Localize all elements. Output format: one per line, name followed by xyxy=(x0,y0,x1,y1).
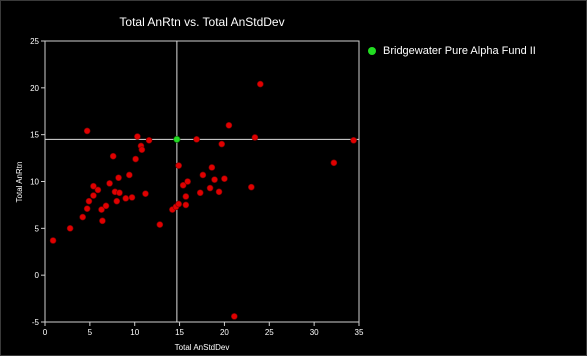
data-point xyxy=(145,136,153,144)
data-point xyxy=(225,122,233,129)
x-tick-label: 0 xyxy=(43,328,48,337)
x-tick-label: 15 xyxy=(175,328,184,337)
data-point xyxy=(106,180,113,187)
data-point xyxy=(113,197,121,205)
legend-label: Bridgewater Pure Alpha Fund II xyxy=(383,45,536,57)
x-tick-label: 35 xyxy=(355,328,364,337)
x-tick-label: 5 xyxy=(88,328,93,337)
x-tick-label: 10 xyxy=(130,328,139,337)
data-point xyxy=(193,136,200,143)
highlight-point-group xyxy=(173,135,181,143)
data-point xyxy=(215,188,223,196)
data-point xyxy=(218,140,226,148)
data-points xyxy=(49,80,357,320)
data-point xyxy=(49,237,57,244)
data-point xyxy=(122,195,130,202)
x-tick-label: 30 xyxy=(310,328,319,337)
data-point xyxy=(330,159,338,167)
data-point xyxy=(94,186,102,194)
data-point xyxy=(83,127,91,135)
data-point xyxy=(156,221,164,228)
y-axis-label: Total AnRtn xyxy=(15,162,24,203)
data-point xyxy=(79,213,86,221)
data-point xyxy=(142,190,149,197)
data-point xyxy=(66,225,74,232)
y-tick-label: 20 xyxy=(30,84,39,93)
data-point xyxy=(248,183,255,191)
data-point xyxy=(208,164,216,171)
data-point xyxy=(196,189,204,197)
legend-marker xyxy=(368,47,376,55)
data-point xyxy=(199,171,207,179)
x-axis: 0 5 10 15 20 25 30 35 xyxy=(43,322,364,337)
data-point xyxy=(102,202,110,210)
y-axis: -5 0 5 10 15 20 25 xyxy=(30,37,45,327)
data-point xyxy=(257,80,264,88)
data-point xyxy=(109,152,117,160)
data-point xyxy=(251,134,259,141)
y-tick-label: 15 xyxy=(30,131,39,140)
data-point xyxy=(99,217,106,225)
y-tick-label: 0 xyxy=(35,271,40,280)
data-point xyxy=(175,200,182,208)
data-point xyxy=(90,182,97,190)
x-tick-label: 20 xyxy=(220,328,229,337)
data-point xyxy=(206,184,214,192)
data-point xyxy=(128,194,136,201)
crosshair xyxy=(45,41,359,322)
data-point xyxy=(126,171,133,179)
chart-legend: Bridgewater Pure Alpha Fund II xyxy=(368,45,536,57)
data-point xyxy=(350,136,357,144)
data-point xyxy=(175,162,182,169)
data-point xyxy=(182,193,190,200)
data-point xyxy=(132,155,139,163)
data-point xyxy=(90,192,97,199)
y-tick-label: 25 xyxy=(30,37,39,46)
data-point xyxy=(138,146,146,153)
y-tick-label: 5 xyxy=(35,224,40,233)
y-tick-label: -5 xyxy=(32,318,40,327)
data-point xyxy=(134,133,141,140)
highlight-point xyxy=(173,135,181,143)
data-point xyxy=(230,313,238,320)
data-point xyxy=(182,201,190,209)
data-point xyxy=(115,174,122,182)
x-axis-label: Total AnStdDev xyxy=(175,343,230,352)
data-point xyxy=(211,176,218,183)
y-tick-label: 10 xyxy=(30,178,39,187)
plot-area xyxy=(44,40,360,323)
data-point xyxy=(98,206,105,213)
data-point xyxy=(179,181,187,189)
chart-title: Total AnRtn vs. Total AnStdDev xyxy=(119,15,284,29)
x-tick-label: 25 xyxy=(265,328,274,337)
data-point xyxy=(184,178,191,185)
data-point xyxy=(85,197,93,205)
data-point xyxy=(83,205,91,212)
data-point xyxy=(116,189,123,197)
data-point xyxy=(221,175,228,182)
